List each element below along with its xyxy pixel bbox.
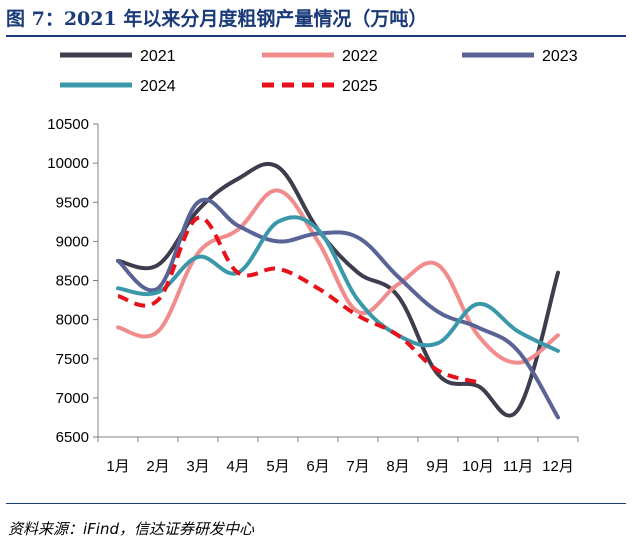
x-tick-label: 6月 — [306, 458, 329, 475]
source-note: 资料来源：iFind，信达证券研发中心 — [8, 520, 254, 538]
line-chart: 2021 2022 2023 2024 2025 6500 7000 7500 8000 850… — [47, 48, 579, 475]
x-tick-label: 2月 — [146, 458, 169, 475]
y-tick-label: 10500 — [47, 116, 89, 133]
x-tick-label: 7月 — [346, 458, 369, 475]
series-line-2025 — [117, 215, 479, 385]
y-tick-label: 9000 — [56, 233, 89, 250]
x-tick-label: 12月 — [542, 458, 574, 475]
y-tick-label: 8000 — [56, 312, 89, 329]
x-tick-label: 5月 — [266, 458, 289, 475]
legend-label-2024: 2024 — [140, 78, 176, 95]
x-tick-label: 1月 — [106, 458, 129, 475]
chart-legend: 2021 2022 2023 2024 2025 — [60, 48, 578, 95]
series-line-2023 — [116, 197, 560, 420]
y-tick-label: 6500 — [56, 429, 89, 446]
x-tick-label: 11月 — [503, 458, 534, 475]
legend-label-2025: 2025 — [342, 78, 378, 95]
x-tick-label: 10月 — [462, 458, 494, 475]
x-tick-label: 8月 — [386, 458, 409, 475]
series-line-2024 — [116, 215, 560, 353]
legend-label-2021: 2021 — [140, 48, 176, 65]
figure-title: 图 7：2021 年以来分月度粗钢产量情况（万吨） — [6, 8, 428, 30]
y-tick-label: 8500 — [56, 273, 89, 290]
y-tick-label: 9500 — [56, 194, 89, 211]
y-tick-label: 7500 — [56, 351, 89, 368]
title-divider — [6, 35, 626, 37]
y-tick-label: 10000 — [47, 155, 89, 172]
x-tick-label: 4月 — [226, 458, 249, 475]
legend-label-2022: 2022 — [342, 48, 378, 65]
series-line-2021 — [116, 161, 560, 418]
source-divider — [6, 503, 626, 504]
series-line-2022 — [116, 188, 560, 365]
x-tick-label: 3月 — [186, 458, 209, 475]
chart-series — [116, 161, 560, 420]
x-tick-label: 9月 — [426, 458, 449, 475]
y-tick-label: 7000 — [56, 390, 89, 407]
chart-axes: 6500 7000 7500 8000 8500 9000 9500 10000 10500 1月… — [47, 116, 579, 475]
legend-label-2023: 2023 — [542, 48, 578, 65]
